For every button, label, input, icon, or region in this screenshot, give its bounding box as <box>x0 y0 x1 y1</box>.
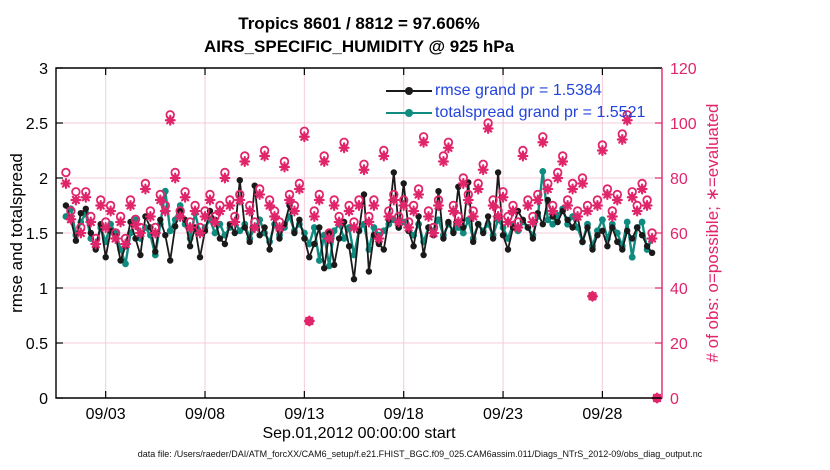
svg-text:3: 3 <box>39 61 48 78</box>
svg-text:40: 40 <box>670 281 688 298</box>
svg-text:0: 0 <box>39 391 48 408</box>
data-file-path: data file: /Users/raeder/DAI/ATM_forcXX/… <box>137 449 703 459</box>
obs-evaluated-markers <box>60 114 663 404</box>
svg-text:0.5: 0.5 <box>26 336 48 353</box>
svg-text:09/18: 09/18 <box>384 406 424 423</box>
svg-text:80: 80 <box>670 171 688 188</box>
svg-text:120: 120 <box>670 61 697 78</box>
svg-text:1: 1 <box>39 281 48 298</box>
totalspread-marker-icon <box>405 109 413 117</box>
rmse-line-swatch <box>386 87 432 95</box>
legend-label-rmse: rmse grand pr = 1.5384 <box>435 82 602 99</box>
svg-text:09/08: 09/08 <box>185 406 225 423</box>
svg-text:09/13: 09/13 <box>284 406 324 423</box>
legend-row-rmse: rmse grand pr = 1.5384 <box>386 80 645 102</box>
y-tick-labels-right: 0 20 40 60 80 100 120 <box>670 61 697 408</box>
y-tick-labels-left: 0 0.5 1 1.5 2 2.5 3 <box>26 61 48 408</box>
svg-text:0: 0 <box>670 391 679 408</box>
rmse-marker-icon <box>405 87 413 95</box>
svg-text:09/23: 09/23 <box>483 406 523 423</box>
svg-text:2: 2 <box>39 171 48 188</box>
rmse-line <box>62 169 656 283</box>
axes-box <box>55 67 663 399</box>
legend-row-totalspread: totalspread grand pr = 1.5521 <box>386 102 645 124</box>
x-axis-label: Sep.01,2012 00:00:00 start <box>262 425 456 442</box>
totalspread-line-swatch <box>386 109 432 117</box>
svg-text:2.5: 2.5 <box>26 116 48 133</box>
svg-text:100: 100 <box>670 116 697 133</box>
svg-text:09/28: 09/28 <box>582 406 622 423</box>
y-axis-label-right: # of obs: o=possible; ∗=evaluated <box>703 103 722 363</box>
svg-text:1.5: 1.5 <box>26 226 48 243</box>
x-tick-labels: 09/03 09/08 09/13 09/18 09/23 09/28 <box>86 406 623 423</box>
plot-subtitle: AIRS_SPECIFIC_HUMIDITY @ 925 hPa <box>203 37 515 56</box>
svg-text:20: 20 <box>670 336 688 353</box>
legend-label-totalspread: totalspread grand pr = 1.5521 <box>435 104 646 121</box>
y-axis-label-left: rmse and totalspread <box>7 153 26 313</box>
plot-title: Tropics 8601 / 8812 = 97.606% <box>238 14 480 33</box>
legend: rmse grand pr = 1.5384 totalspread grand… <box>386 80 645 124</box>
svg-text:09/03: 09/03 <box>86 406 126 423</box>
obs-possible-markers <box>61 110 662 403</box>
svg-text:60: 60 <box>670 226 688 243</box>
